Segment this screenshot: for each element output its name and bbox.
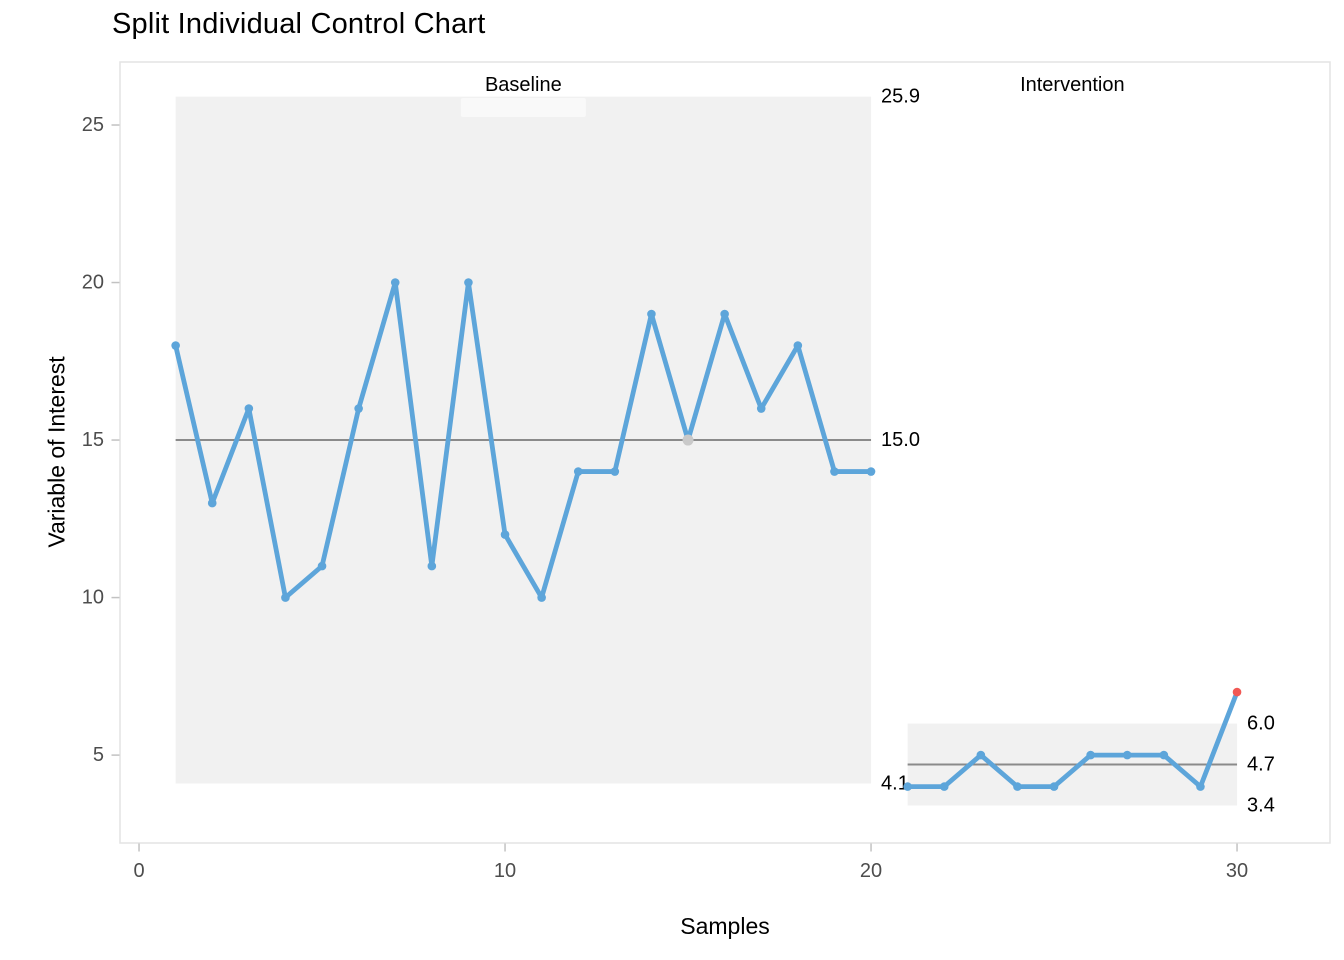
series-line — [905, 689, 1240, 790]
data-point — [464, 278, 473, 287]
ucl-label: 6.0 — [1247, 713, 1275, 735]
data-point — [1013, 782, 1022, 791]
x-axis-title: Samples — [680, 913, 770, 939]
x-tick-label: 20 — [860, 860, 882, 882]
data-point — [1159, 750, 1169, 760]
data-point — [1122, 750, 1132, 760]
part-label-box — [1009, 98, 1135, 117]
part-label: Baseline — [485, 74, 562, 96]
data-point — [1086, 750, 1095, 760]
y-tick-label: 5 — [93, 744, 104, 766]
y-tick-label: 25 — [82, 114, 104, 136]
x-tick-label: 30 — [1226, 860, 1248, 882]
lcl-label: 3.4 — [1247, 795, 1275, 817]
y-tick-label: 15 — [82, 429, 104, 451]
data-point — [171, 341, 180, 350]
data-point — [756, 404, 766, 413]
data-point — [427, 561, 437, 571]
part-label-box — [460, 98, 586, 117]
data-point — [720, 309, 729, 319]
data-point — [793, 341, 803, 350]
part-label: Intervention — [1020, 74, 1125, 96]
data-point — [317, 561, 327, 571]
series-line — [173, 280, 874, 600]
x-tick-label: 10 — [494, 860, 516, 882]
cl-label: 4.7 — [1247, 754, 1275, 776]
data-point — [537, 593, 546, 602]
data-point — [866, 467, 876, 476]
data-point — [390, 278, 400, 287]
y-tick-label: 10 — [82, 587, 104, 609]
ucl-label: 25.9 — [881, 86, 920, 108]
data-point — [207, 498, 217, 508]
data-point — [903, 782, 912, 791]
data-point — [354, 404, 363, 413]
data-point — [939, 782, 949, 791]
lcl-label: 4.1 — [881, 772, 909, 794]
data-point — [1196, 782, 1205, 791]
data-point — [500, 530, 510, 539]
data-point — [976, 750, 986, 760]
chart-title: Split Individual Control Chart — [112, 8, 486, 40]
data-point — [573, 467, 583, 476]
data-point — [1049, 782, 1059, 791]
x-tick-label: 0 — [133, 860, 144, 882]
cl-label: 15.0 — [881, 429, 920, 451]
data-point — [610, 467, 620, 476]
data-point-signal-point — [1232, 687, 1242, 697]
data-point — [281, 593, 290, 602]
data-point — [830, 467, 839, 476]
y-tick-label: 20 — [82, 272, 104, 294]
data-point-excluded-point — [682, 434, 694, 446]
data-point — [647, 309, 656, 319]
data-point — [244, 404, 254, 413]
